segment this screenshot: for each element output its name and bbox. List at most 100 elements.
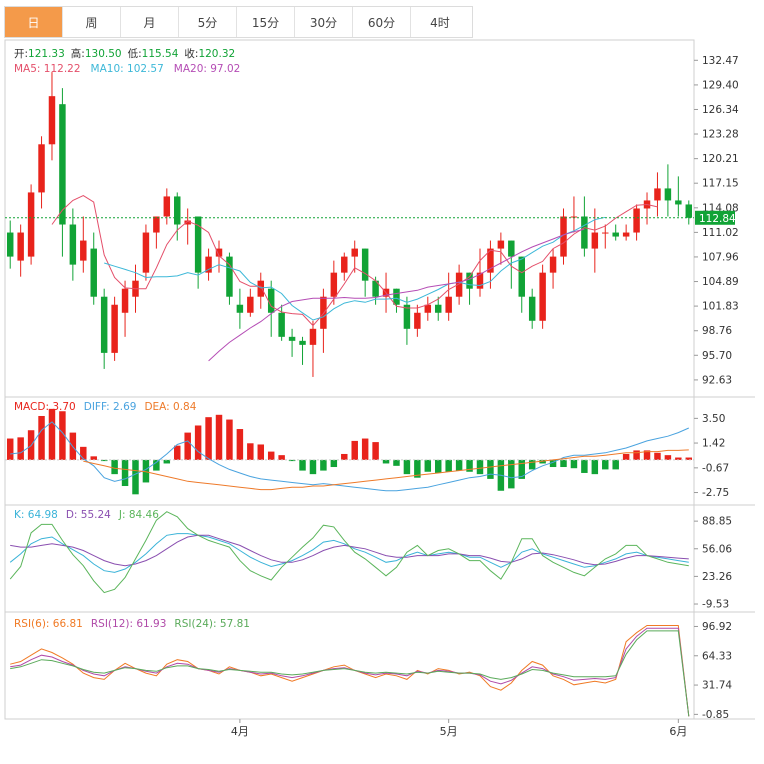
- open-value: 121.33: [28, 48, 65, 60]
- tab-3[interactable]: 5分: [179, 7, 237, 37]
- candle-body: [205, 256, 212, 273]
- rsi24-legend: RSI(24): 57.81: [174, 618, 250, 630]
- candle-body: [570, 216, 578, 218]
- tab-4[interactable]: 15分: [237, 7, 295, 37]
- candle: [17, 224, 24, 277]
- macd-bar: [205, 417, 212, 460]
- macd-bar: [226, 419, 233, 460]
- candle-body: [612, 232, 619, 237]
- rsi12-legend: RSI(12): 61.93: [91, 618, 167, 630]
- tab-5[interactable]: 30分: [295, 7, 353, 37]
- macd-bar: [267, 451, 275, 460]
- candle: [633, 204, 640, 241]
- kdj-tick-label: 23.26: [702, 571, 732, 583]
- macd-tick-label: -0.67: [702, 462, 729, 474]
- candle-body: [226, 256, 233, 297]
- x-tick-label: 5月: [440, 725, 458, 738]
- macd-bar: [194, 425, 202, 460]
- candle: [581, 196, 588, 257]
- macd-bar: [466, 459, 473, 472]
- price-tick-label: 95.70: [702, 350, 732, 362]
- candle-body: [497, 240, 505, 249]
- macd-bar: [90, 456, 97, 460]
- tab-6[interactable]: 60分: [353, 7, 411, 37]
- d-line: [10, 534, 689, 567]
- close-label: 收:: [184, 47, 198, 60]
- tab-1[interactable]: 周: [63, 7, 121, 37]
- macd-bar: [257, 444, 265, 460]
- candle: [414, 304, 421, 337]
- price-tick-label: 117.15: [702, 178, 739, 190]
- macd-bar: [38, 415, 45, 460]
- price-tick-label: 126.34: [702, 104, 739, 116]
- diff-line: [10, 421, 690, 492]
- macd-bar: [320, 459, 327, 471]
- candle: [267, 280, 275, 337]
- macd-bar: [581, 459, 588, 473]
- candle: [59, 88, 66, 257]
- legend-row: RSI(6): 66.81 RSI(12): 61.93 RSI(24): 57.8…: [14, 618, 250, 630]
- candle-body: [330, 272, 338, 297]
- candle: [487, 240, 494, 289]
- candle-body: [299, 340, 306, 345]
- candle-body: [372, 280, 379, 297]
- candle: [445, 272, 452, 321]
- legend-row: K: 64.98 D: 55.24 J: 84.46: [14, 509, 159, 521]
- macd-bar: [633, 450, 640, 460]
- macd-bar: [361, 438, 369, 460]
- candle: [560, 208, 567, 265]
- macd-bar: [372, 442, 379, 460]
- candle: [174, 192, 181, 241]
- candle-body: [560, 216, 567, 257]
- macd-bar: [163, 459, 171, 464]
- price-tick-label: 132.47: [702, 55, 739, 67]
- macd-bar: [414, 459, 421, 478]
- candle-body: [267, 288, 275, 313]
- candle-body: [309, 328, 317, 345]
- candle: [247, 288, 254, 317]
- candle-body: [633, 208, 640, 233]
- candle: [226, 252, 233, 305]
- candle-body: [351, 248, 358, 257]
- candle-body: [622, 232, 630, 237]
- candle-body: [17, 232, 24, 261]
- candle: [476, 248, 484, 297]
- candle-body: [247, 296, 254, 313]
- j-legend: J: 84.46: [118, 509, 159, 521]
- rsi-tick-label: 64.33: [702, 650, 732, 662]
- macd-bar: [278, 455, 285, 460]
- candle: [330, 260, 338, 305]
- macd-bar: [59, 411, 66, 460]
- candle: [654, 172, 661, 217]
- tab-0[interactable]: 日: [5, 7, 63, 37]
- macd-bar: [476, 459, 484, 475]
- candle-body: [341, 256, 348, 273]
- open-label: 开:: [14, 48, 28, 60]
- macd-bar: [382, 459, 390, 464]
- ma10-line: [104, 216, 606, 321]
- price-tick-label: 101.83: [702, 301, 739, 313]
- macd-tick-label: -2.75: [702, 487, 729, 499]
- candle: [100, 288, 108, 369]
- macd-bar: [174, 445, 181, 460]
- candle-body: [424, 304, 432, 313]
- candle: [299, 336, 306, 365]
- macd-bar: [351, 440, 358, 460]
- macd-bar: [215, 414, 223, 460]
- candle-body: [288, 336, 296, 341]
- candle-body: [100, 296, 108, 353]
- candle-body: [539, 272, 546, 321]
- macd-bar: [528, 459, 536, 470]
- macd-bar: [654, 452, 661, 460]
- candle-body: [163, 196, 171, 217]
- candle-body: [675, 200, 682, 205]
- candle-body: [38, 144, 45, 193]
- macd-bar: [487, 459, 494, 479]
- tab-7[interactable]: 4时: [430, 15, 450, 30]
- macd-bar: [153, 459, 160, 471]
- candle: [685, 200, 693, 225]
- candle-body: [476, 272, 484, 289]
- tab-2[interactable]: 月: [121, 7, 179, 37]
- macd-bar: [121, 459, 129, 487]
- legend-row: MA5: 112.22 MA10: 102.57 MA20: 97.02: [14, 63, 240, 75]
